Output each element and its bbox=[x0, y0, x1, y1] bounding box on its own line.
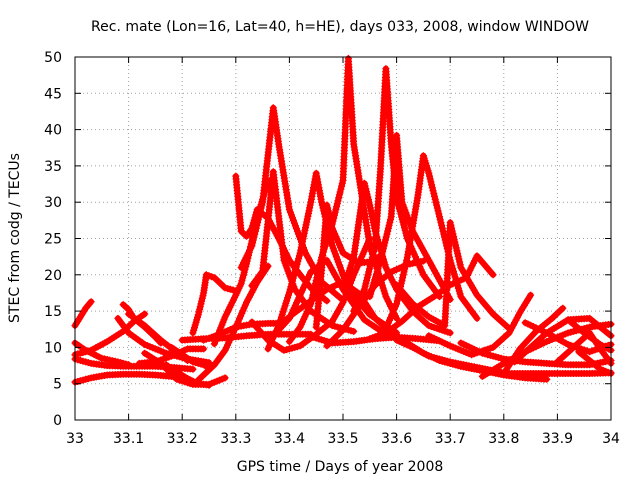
data-point-marker bbox=[323, 297, 331, 305]
data-point-marker bbox=[446, 329, 454, 337]
y-tick-label: 40 bbox=[44, 123, 62, 139]
chart-title: Rec. mate (Lon=16, Lat=40, h=HE), days 0… bbox=[91, 19, 589, 35]
data-point-marker bbox=[393, 314, 401, 322]
data-point-marker bbox=[87, 298, 95, 306]
data-point-marker bbox=[559, 304, 567, 312]
x-tick-label: 33.4 bbox=[274, 431, 305, 447]
data-point-marker bbox=[205, 381, 213, 389]
data-point-marker bbox=[489, 271, 497, 279]
x-tick-label: 33.9 bbox=[542, 431, 573, 447]
data-point-marker bbox=[333, 200, 341, 208]
x-tick-label: 34 bbox=[602, 431, 620, 447]
data-point-marker bbox=[527, 291, 535, 299]
x-axis-label: GPS time / Days of year 2008 bbox=[237, 459, 444, 475]
y-tick-label: 45 bbox=[44, 86, 62, 102]
y-tick-label: 25 bbox=[44, 232, 62, 248]
x-tick-label: 33 bbox=[66, 431, 84, 447]
data-point-marker bbox=[189, 365, 197, 373]
data-point-marker bbox=[200, 345, 208, 353]
data-point-marker bbox=[350, 327, 358, 335]
data-point-marker bbox=[473, 314, 481, 322]
y-tick-label: 0 bbox=[53, 413, 62, 429]
axis-ticks bbox=[74, 56, 612, 421]
series-group bbox=[71, 55, 615, 389]
x-tick-label: 33.8 bbox=[488, 431, 519, 447]
y-tick-label: 15 bbox=[44, 304, 62, 320]
x-tick-label: 33.7 bbox=[435, 431, 466, 447]
data-point-marker bbox=[221, 374, 229, 382]
data-point-marker bbox=[249, 236, 257, 244]
y-tick-label: 35 bbox=[44, 159, 62, 175]
y-axis-label: STEC from codg / TECUs bbox=[7, 153, 23, 323]
x-tick-label: 33.3 bbox=[220, 431, 251, 447]
x-tick-labels: 33 33.1 33.2 33.3 33.4 33.5 33.6 33.7 33.8 33.9 34 bbox=[66, 431, 620, 447]
y-tick-label: 30 bbox=[44, 195, 62, 211]
x-tick-label: 33.6 bbox=[381, 431, 412, 447]
y-tick-label: 50 bbox=[44, 50, 62, 66]
x-tick-label: 33.5 bbox=[327, 431, 358, 447]
x-tick-label: 33.2 bbox=[167, 431, 198, 447]
y-tick-label: 10 bbox=[44, 340, 62, 356]
y-tick-label: 5 bbox=[53, 377, 62, 393]
data-point-marker bbox=[382, 236, 389, 244]
y-tick-labels: 0 5 10 15 20 25 30 35 40 45 50 bbox=[44, 50, 62, 429]
x-tick-label: 33.1 bbox=[113, 431, 144, 447]
data-point-marker bbox=[141, 310, 149, 318]
y-tick-label: 20 bbox=[44, 268, 62, 284]
data-point-marker bbox=[419, 257, 427, 265]
